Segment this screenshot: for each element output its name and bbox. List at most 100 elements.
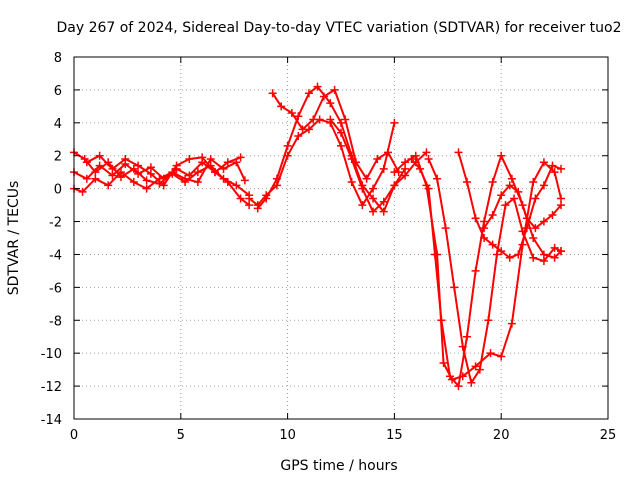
data-point-marker: [492, 250, 501, 259]
data-point-marker: [287, 108, 296, 117]
data-point-marker: [416, 164, 425, 173]
series-line: [410, 154, 562, 388]
data-point-marker: [129, 178, 138, 187]
data-point-marker: [471, 214, 480, 223]
series-trace-4: [82, 151, 245, 190]
data-point-marker: [82, 158, 91, 167]
data-point-marker: [557, 201, 566, 210]
data-point-marker: [548, 210, 557, 219]
data-point-marker: [539, 158, 548, 167]
data-point-marker: [326, 115, 335, 124]
data-point-marker: [454, 148, 463, 157]
data-point-marker: [236, 153, 245, 162]
data-point-marker: [531, 224, 540, 233]
data-point-marker: [236, 194, 245, 203]
data-point-marker: [240, 176, 249, 185]
data-point-marker: [82, 174, 91, 183]
data-point-marker: [480, 224, 489, 233]
data-point-marker: [383, 148, 392, 157]
data-point-marker: [507, 174, 516, 183]
data-point-marker: [232, 181, 241, 190]
data-point-marker: [439, 359, 448, 368]
chart-title: Day 267 of 2024, Sidereal Day-to-day VTE…: [56, 20, 621, 36]
data-point-marker: [373, 155, 382, 164]
data-point-marker: [219, 174, 228, 183]
y-axis-label: SDTVAR / TECUs: [6, 181, 22, 296]
series-trace-3: [70, 155, 249, 196]
x-tick-label: 15: [386, 428, 403, 443]
data-point-marker: [193, 178, 202, 187]
data-point-marker: [510, 194, 519, 203]
data-point-marker: [369, 194, 378, 203]
data-point-marker: [341, 115, 350, 124]
data-point-marker: [358, 184, 367, 193]
data-point-marker: [514, 250, 523, 259]
y-tick-label: 4: [54, 117, 62, 132]
data-point-marker: [422, 148, 431, 157]
data-point-marker: [298, 125, 307, 134]
data-point-marker: [550, 168, 559, 177]
grid: [74, 57, 608, 419]
series-trace-8: [326, 115, 431, 216]
data-point-marker: [497, 191, 506, 200]
axis-ticks: 0 5 10 15 20 25 -14 -12 -10 -8 -6 -4 -2 0 2 4 6 8: [41, 51, 617, 443]
data-point-marker: [505, 181, 514, 190]
data-point-marker: [467, 378, 476, 387]
data-point-marker: [337, 128, 345, 137]
data-point-marker: [210, 168, 219, 177]
data-point-marker: [330, 85, 339, 94]
data-point-marker: [458, 342, 467, 351]
data-point-marker: [433, 174, 442, 183]
data-point-marker: [283, 141, 292, 150]
data-point-marker: [390, 118, 399, 127]
data-point-marker: [121, 155, 130, 164]
data-point-marker: [379, 197, 388, 206]
data-point-marker: [304, 89, 313, 98]
data-point-marker: [369, 184, 378, 193]
data-point-marker: [108, 164, 117, 173]
data-point-marker: [529, 234, 538, 242]
data-point-marker: [450, 283, 459, 292]
data-point-marker: [437, 316, 446, 325]
x-axis-label: GPS time / hours: [280, 458, 397, 474]
data-series: [70, 82, 566, 391]
data-point-marker: [326, 99, 335, 108]
x-tick-label: 0: [70, 428, 78, 443]
data-point-marker: [193, 168, 202, 177]
data-point-marker: [134, 161, 143, 170]
data-point-marker: [245, 194, 254, 203]
data-point-marker: [522, 224, 531, 233]
data-point-marker: [539, 181, 548, 190]
data-point-marker: [390, 181, 399, 190]
data-point-marker: [488, 178, 497, 187]
data-point-marker: [548, 161, 557, 170]
series-line: [427, 158, 562, 384]
data-point-marker: [379, 207, 388, 216]
y-tick-label: -6: [49, 281, 62, 296]
data-point-marker: [253, 204, 262, 213]
data-point-marker: [91, 174, 100, 183]
data-point-marker: [159, 181, 168, 190]
data-point-marker: [488, 210, 497, 219]
data-point-marker: [480, 234, 489, 242]
y-tick-label: -10: [41, 347, 62, 362]
data-point-marker: [550, 243, 559, 252]
data-point-marker: [463, 178, 472, 187]
data-point-marker: [198, 153, 207, 162]
data-point-marker: [369, 207, 378, 216]
data-point-marker: [430, 250, 439, 259]
data-point-marker: [497, 352, 506, 361]
plot-frame: [73, 56, 609, 420]
data-point-marker: [522, 214, 531, 223]
data-point-marker: [309, 115, 318, 124]
data-point-marker: [390, 168, 399, 177]
data-point-marker: [407, 155, 416, 164]
data-point-marker: [401, 158, 410, 167]
data-point-marker: [294, 131, 303, 140]
data-point-marker: [475, 365, 484, 374]
x-tick-label: 25: [600, 428, 617, 443]
data-point-marker: [358, 201, 367, 210]
data-point-marker: [505, 253, 514, 262]
x-tick-label: 5: [177, 428, 185, 443]
